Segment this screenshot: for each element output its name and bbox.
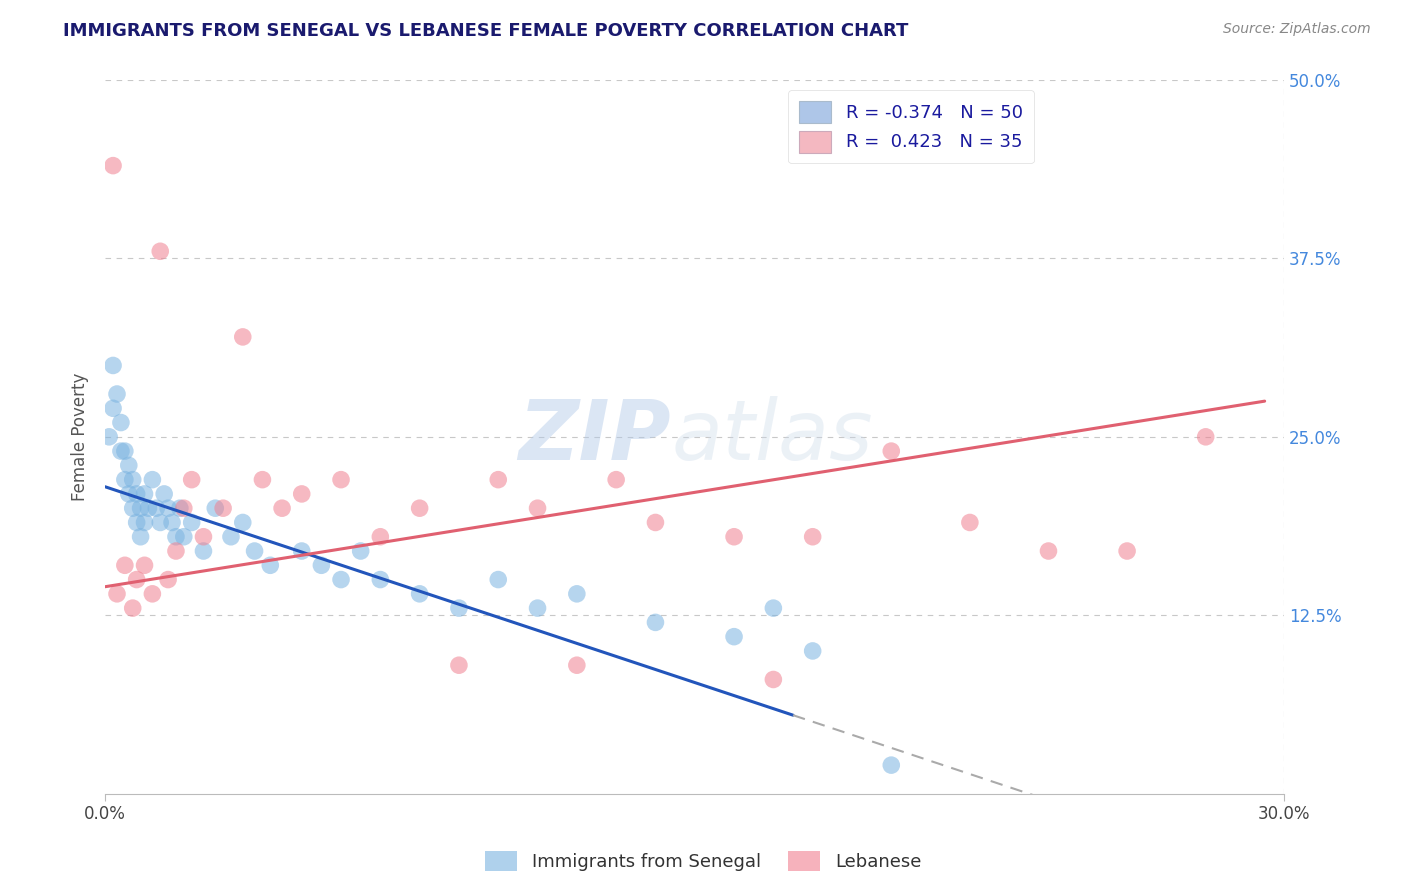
Lebanese — [565, 658, 588, 673]
Immigrants from Senegal — [486, 573, 509, 587]
Text: IMMIGRANTS FROM SENEGAL VS LEBANESE FEMALE POVERTY CORRELATION CHART: IMMIGRANTS FROM SENEGAL VS LEBANESE FEMA… — [63, 22, 908, 40]
Immigrants from Senegal — [153, 487, 176, 501]
Legend: Immigrants from Senegal, Lebanese: Immigrants from Senegal, Lebanese — [478, 844, 928, 879]
Lebanese — [1116, 544, 1139, 558]
Lebanese — [605, 473, 627, 487]
Lebanese — [105, 587, 128, 601]
Immigrants from Senegal — [125, 516, 148, 530]
Immigrants from Senegal — [243, 544, 266, 558]
Immigrants from Senegal — [330, 573, 353, 587]
Lebanese — [330, 473, 353, 487]
Immigrants from Senegal — [121, 473, 143, 487]
Lebanese — [644, 516, 666, 530]
Immigrants from Senegal — [149, 516, 172, 530]
Immigrants from Senegal — [101, 401, 124, 416]
Lebanese — [271, 501, 294, 516]
Lebanese — [232, 330, 254, 344]
Lebanese — [149, 244, 172, 259]
Immigrants from Senegal — [180, 516, 202, 530]
Lebanese — [880, 444, 903, 458]
Lebanese — [1195, 430, 1218, 444]
Immigrants from Senegal — [880, 758, 903, 772]
Lebanese — [1038, 544, 1060, 558]
Immigrants from Senegal — [160, 516, 183, 530]
Lebanese — [180, 473, 202, 487]
Lebanese — [959, 516, 981, 530]
Immigrants from Senegal — [173, 530, 195, 544]
Lebanese — [157, 573, 180, 587]
Immigrants from Senegal — [565, 587, 588, 601]
Lebanese — [486, 473, 509, 487]
Lebanese — [193, 530, 215, 544]
Immigrants from Senegal — [193, 544, 215, 558]
Lebanese — [101, 159, 124, 173]
Immigrants from Senegal — [311, 558, 333, 573]
Immigrants from Senegal — [350, 544, 373, 558]
Immigrants from Senegal — [723, 630, 745, 644]
Immigrants from Senegal — [762, 601, 785, 615]
Immigrants from Senegal — [644, 615, 666, 630]
Lebanese — [125, 573, 148, 587]
Immigrants from Senegal — [101, 359, 124, 373]
Lebanese — [762, 673, 785, 687]
Lebanese — [134, 558, 156, 573]
Immigrants from Senegal — [370, 573, 392, 587]
Immigrants from Senegal — [125, 487, 148, 501]
Immigrants from Senegal — [141, 473, 163, 487]
Immigrants from Senegal — [232, 516, 254, 530]
Immigrants from Senegal — [105, 387, 128, 401]
Immigrants from Senegal — [219, 530, 242, 544]
Lebanese — [370, 530, 392, 544]
Immigrants from Senegal — [129, 501, 152, 516]
Legend: R = -0.374   N = 50, R =  0.423   N = 35: R = -0.374 N = 50, R = 0.423 N = 35 — [787, 90, 1033, 163]
Immigrants from Senegal — [169, 501, 191, 516]
Lebanese — [526, 501, 548, 516]
Lebanese — [121, 601, 143, 615]
Immigrants from Senegal — [121, 501, 143, 516]
Lebanese — [408, 501, 430, 516]
Text: ZIP: ZIP — [519, 396, 671, 477]
Immigrants from Senegal — [408, 587, 430, 601]
Immigrants from Senegal — [165, 530, 187, 544]
Immigrants from Senegal — [801, 644, 824, 658]
Immigrants from Senegal — [110, 444, 132, 458]
Lebanese — [212, 501, 235, 516]
Immigrants from Senegal — [98, 430, 121, 444]
Immigrants from Senegal — [447, 601, 470, 615]
Immigrants from Senegal — [118, 487, 141, 501]
Lebanese — [801, 530, 824, 544]
Immigrants from Senegal — [259, 558, 281, 573]
Lebanese — [723, 530, 745, 544]
Lebanese — [291, 487, 314, 501]
Lebanese — [114, 558, 136, 573]
Immigrants from Senegal — [118, 458, 141, 473]
Immigrants from Senegal — [129, 530, 152, 544]
Immigrants from Senegal — [291, 544, 314, 558]
Immigrants from Senegal — [110, 416, 132, 430]
Y-axis label: Female Poverty: Female Poverty — [72, 373, 89, 501]
Immigrants from Senegal — [134, 487, 156, 501]
Lebanese — [252, 473, 274, 487]
Immigrants from Senegal — [157, 501, 180, 516]
Immigrants from Senegal — [204, 501, 226, 516]
Immigrants from Senegal — [145, 501, 167, 516]
Immigrants from Senegal — [134, 516, 156, 530]
Text: Source: ZipAtlas.com: Source: ZipAtlas.com — [1223, 22, 1371, 37]
Text: atlas: atlas — [671, 396, 873, 477]
Immigrants from Senegal — [114, 473, 136, 487]
Lebanese — [447, 658, 470, 673]
Immigrants from Senegal — [138, 501, 160, 516]
Lebanese — [141, 587, 163, 601]
Immigrants from Senegal — [114, 444, 136, 458]
Immigrants from Senegal — [526, 601, 548, 615]
Lebanese — [173, 501, 195, 516]
Lebanese — [165, 544, 187, 558]
